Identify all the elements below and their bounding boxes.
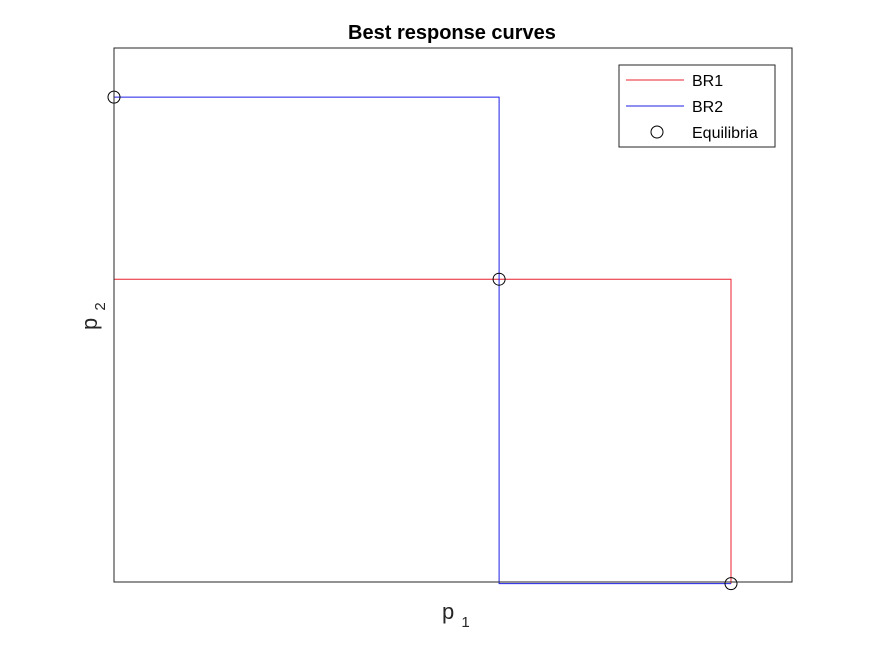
legend-label-br1: BR1	[692, 73, 723, 90]
axes-box	[113, 47, 793, 583]
legend: BR1 BR2 Equilibria	[618, 64, 776, 148]
x-axis-label-subscript: 1	[461, 614, 469, 631]
x-axis-label-base: p	[442, 599, 454, 624]
legend-marker-equilibria	[650, 125, 664, 139]
legend-label-br2: BR2	[692, 99, 723, 116]
equilibrium-point-3	[724, 577, 738, 591]
y-axis-label-base: p	[77, 318, 102, 330]
y-axis-label: p 2	[77, 302, 109, 330]
plot-area	[107, 90, 738, 591]
legend-label-equilibria: Equilibria	[692, 125, 758, 142]
y-axis-label-subscript: 2	[92, 302, 109, 310]
series-line-br2	[114, 96, 731, 585]
x-axis-label: p 1	[442, 599, 470, 631]
chart-title: Best response curves	[348, 22, 556, 44]
equilibrium-point-2	[492, 272, 506, 286]
series-line-br1	[113, 97, 732, 584]
